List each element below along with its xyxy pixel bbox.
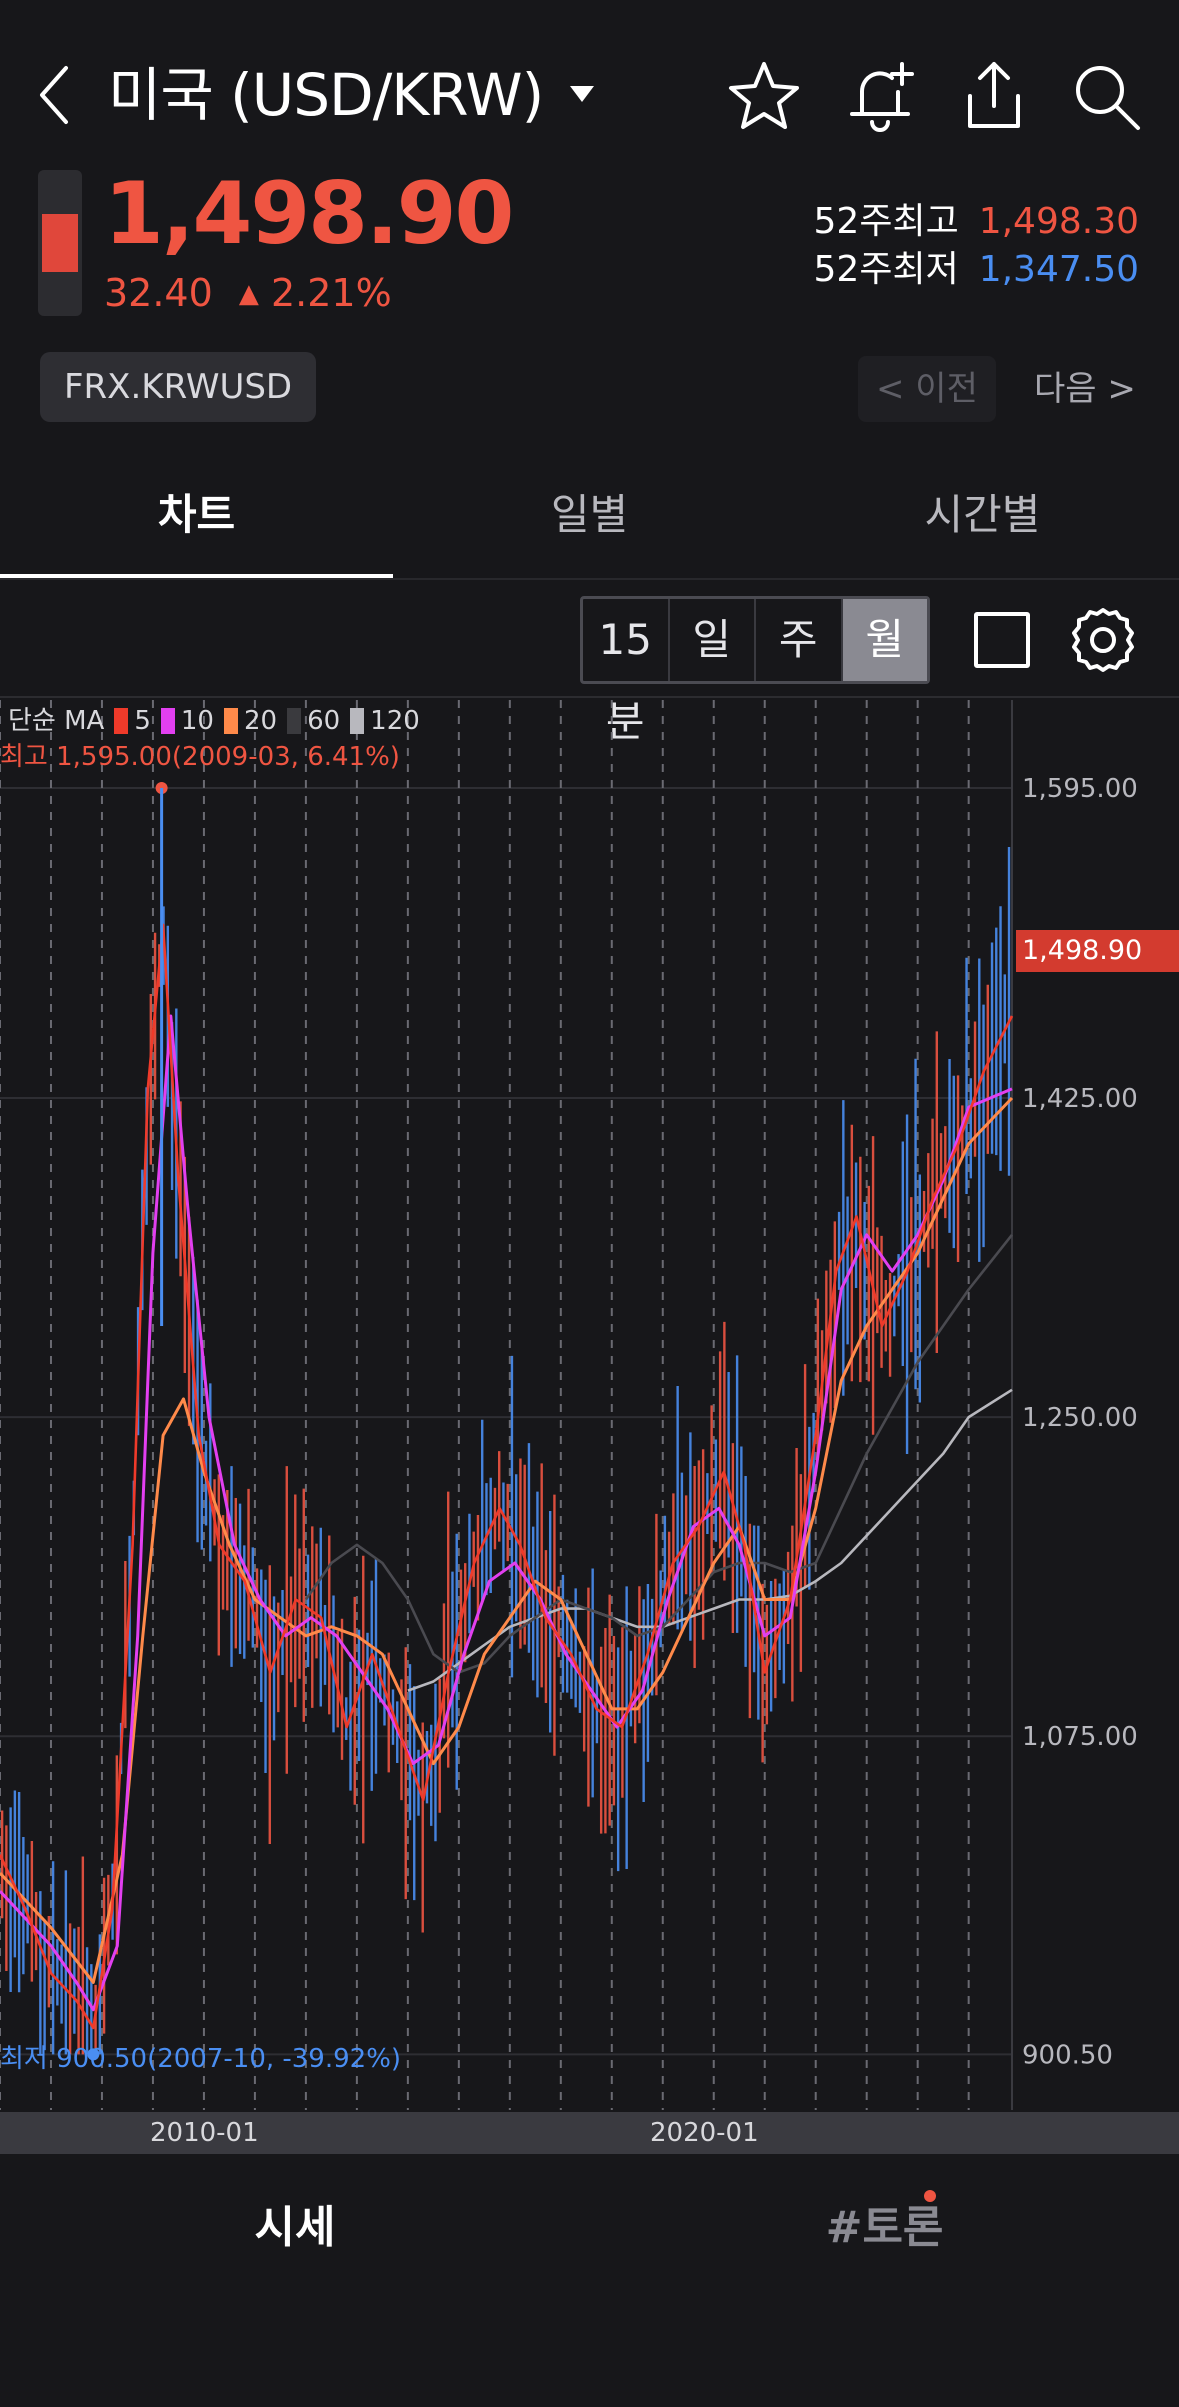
low-marker <box>87 2048 100 2061</box>
star-icon[interactable] <box>726 58 802 134</box>
change-percent: 2.21% <box>270 271 392 315</box>
week52-low-value: 1,347.50 <box>978 249 1139 290</box>
period-15min[interactable]: 15분 <box>583 599 670 746</box>
legend-ma60: 60 <box>307 706 341 736</box>
ticker-badge: FRX.KRWUSD <box>40 352 317 422</box>
legend-swatch <box>350 708 365 734</box>
legend-ma20: 20 <box>243 706 278 736</box>
y-tick-label: 1,250.00 <box>1022 1403 1138 1433</box>
current-price: 1,498.90 <box>104 164 514 264</box>
period-day[interactable]: 일 <box>670 599 756 681</box>
chart-low-note: 최저 900.50(2007-10, -39.92%) <box>0 2044 402 2074</box>
active-tab-indicator <box>0 574 393 578</box>
legend-ma5: 5 <box>134 706 151 736</box>
y-tick-label: 1,075.00 <box>1022 1722 1138 1752</box>
y-tick-label: 1,425.00 <box>1022 1084 1138 1114</box>
x-tick-label: 2020-01 <box>650 2118 759 2148</box>
change-value: 32.40 <box>104 271 213 315</box>
bottom-tab-bar <box>0 2156 1179 2407</box>
prev-button[interactable]: < 이전 <box>858 356 996 422</box>
legend-swatch <box>287 708 302 734</box>
legend-ma120: 120 <box>370 706 420 736</box>
legend-swatch <box>223 708 238 734</box>
divider <box>0 578 1179 580</box>
chart-legend: 단순 MA 5 10 20 60 120 <box>8 704 420 738</box>
page-title[interactable]: 미국 (USD/KRW) <box>108 61 544 129</box>
period-week[interactable]: 주 <box>756 599 843 681</box>
divider <box>0 696 1179 698</box>
x-tick-label: 2010-01 <box>150 2118 259 2148</box>
week52-high-value: 1,498.30 <box>978 201 1139 242</box>
price-gauge <box>38 170 82 316</box>
high-marker <box>155 782 168 795</box>
up-arrow-icon: ▲ <box>238 279 259 309</box>
period-month[interactable]: 월 <box>842 599 927 681</box>
bottom-tab-discussion[interactable]: #토론 <box>825 2202 944 2253</box>
week52-low-label: 52주최저 <box>813 249 959 290</box>
price-chart[interactable]: 1,595.00 1,425.00 1,250.00 1,075.00 900.50 <box>0 700 1179 2112</box>
back-icon[interactable] <box>30 58 80 132</box>
price-change: 32.40 ▲ 2.21% <box>104 270 392 317</box>
ma20-line <box>0 1096 1014 1984</box>
legend-ma10: 10 <box>180 706 214 736</box>
gear-icon[interactable] <box>1070 604 1136 676</box>
tab-chart[interactable]: 차트 <box>157 490 236 539</box>
ma60-line <box>304 1233 1014 1674</box>
tab-hourly[interactable]: 시간별 <box>924 490 1041 539</box>
tab-daily[interactable]: 일별 <box>550 490 629 539</box>
notification-dot <box>924 2190 936 2202</box>
share-icon[interactable] <box>956 56 1032 136</box>
time-axis <box>0 2112 1179 2154</box>
bell-plus-icon[interactable] <box>842 56 918 136</box>
ma10-line <box>0 1014 1013 2012</box>
caret-down-icon[interactable] <box>566 80 598 106</box>
bottom-tab-quote[interactable]: 시세 <box>254 2202 336 2253</box>
y-tick-label: 900.50 <box>1022 2040 1113 2070</box>
current-price-tag: 1,498.90 <box>1016 930 1179 972</box>
y-tick-label: 1,595.00 <box>1022 774 1138 804</box>
search-icon[interactable] <box>1066 56 1146 136</box>
week52-range: 52주최고 1,498.30 52주최저 1,347.50 <box>814 198 1139 294</box>
week52-high-label: 52주최고 <box>813 201 959 242</box>
ma120-line <box>407 1388 1013 1692</box>
ma5-line <box>0 923 1014 2030</box>
next-button[interactable]: 다음 > <box>1034 369 1136 409</box>
fullscreen-icon[interactable] <box>974 612 1030 668</box>
indicator-label: 단순 MA <box>8 706 105 736</box>
price-gauge-fill <box>42 214 78 272</box>
legend-swatch <box>160 708 175 734</box>
legend-swatch <box>114 708 129 734</box>
chart-high-note: 최고 1,595.00(2009-03, 6.41%) <box>0 742 400 772</box>
period-selector: 15분 일 주 월 <box>580 596 930 746</box>
